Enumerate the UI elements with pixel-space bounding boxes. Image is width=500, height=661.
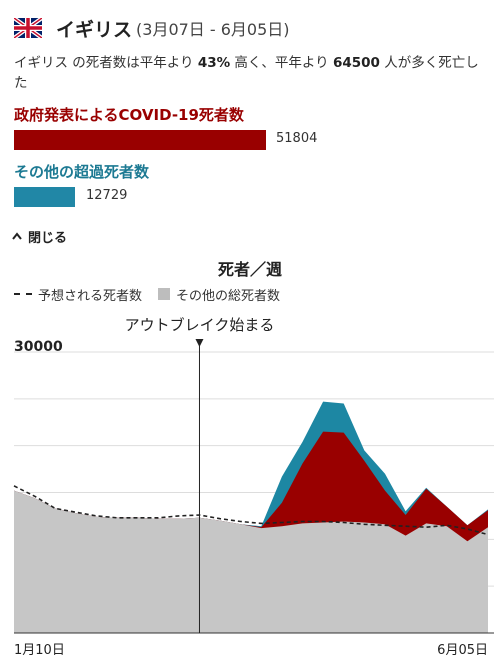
other-excess-bar <box>14 187 75 207</box>
country-name: イギリス <box>56 18 133 41</box>
expected-deaths-line <box>13 485 489 536</box>
outbreak-annotation: アウトブレイク始まる <box>125 316 275 334</box>
dashed-line-swatch <box>14 293 32 295</box>
chart-legend: 予想される死者数 その他の総死者数 <box>14 285 281 304</box>
x-label-start: 1月10日 <box>14 643 65 658</box>
other-excess-value: 12729 <box>86 188 128 203</box>
excess-percent: 43% <box>197 55 231 71</box>
excess-count: 64500 <box>332 55 380 71</box>
covid-deaths-label: 政府発表によるCOVID-19死者数 <box>14 106 244 124</box>
close-toggle-label: 閉じる <box>28 230 68 246</box>
legend-expected: 予想される死者数 <box>38 288 143 304</box>
close-toggle[interactable]: 閉じる <box>12 226 67 246</box>
y-tick-label: 30000 <box>14 339 63 355</box>
outbreak-marker-arrow <box>195 339 204 347</box>
legend-other-total: その他の総死者数 <box>176 288 281 304</box>
country-header: イギリス (3月07日 - 6月05日) <box>14 14 290 42</box>
chevron-up-icon <box>12 232 22 240</box>
covid-deaths-bar <box>14 130 266 150</box>
deaths-chart: アウトブレイク始まる 30000 1月10日 6月05日 <box>13 316 494 658</box>
grey-swatch <box>158 288 171 300</box>
x-label-end: 6月05日 <box>437 643 488 658</box>
other-excess-label: その他の超過死者数 <box>14 163 150 181</box>
covid-deaths-value: 51804 <box>276 131 318 146</box>
summary-text: イギリス の死者数は平年より 43% 高く、平年より 64500 人が多く死亡し… <box>14 55 479 91</box>
baseline-area <box>14 490 488 633</box>
chart-title: 死者／週 <box>217 260 282 279</box>
date-range: (3月07日 - 6月05日) <box>136 20 290 39</box>
uk-flag-icon <box>14 18 42 38</box>
